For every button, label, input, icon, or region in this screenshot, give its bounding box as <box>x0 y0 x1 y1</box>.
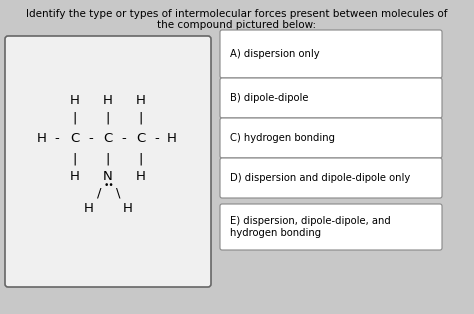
Text: -: - <box>89 133 93 145</box>
Text: |: | <box>73 153 77 165</box>
Text: ••: •• <box>104 181 114 190</box>
Text: D) dispersion and dipole-dipole only: D) dispersion and dipole-dipole only <box>230 173 410 183</box>
Text: H: H <box>70 95 80 107</box>
Text: -: - <box>55 133 59 145</box>
Text: |: | <box>139 153 143 165</box>
Text: -: - <box>155 133 159 145</box>
Text: E) dispersion, dipole-dipole, and
hydrogen bonding: E) dispersion, dipole-dipole, and hydrog… <box>230 216 391 238</box>
Text: A) dispersion only: A) dispersion only <box>230 49 319 59</box>
Text: |: | <box>106 153 110 165</box>
Text: -: - <box>122 133 127 145</box>
Text: |: | <box>73 111 77 124</box>
Text: H: H <box>103 95 113 107</box>
Text: \: \ <box>116 187 120 199</box>
Text: the compound pictured below:: the compound pictured below: <box>157 20 317 30</box>
Text: C: C <box>103 133 113 145</box>
Text: |: | <box>106 111 110 124</box>
Text: H: H <box>37 133 47 145</box>
FancyBboxPatch shape <box>220 158 442 198</box>
FancyBboxPatch shape <box>220 30 442 78</box>
Text: H: H <box>136 95 146 107</box>
Text: H: H <box>123 203 133 215</box>
Text: H: H <box>84 203 94 215</box>
Text: C: C <box>70 133 80 145</box>
Text: H: H <box>70 171 80 183</box>
Text: |: | <box>139 111 143 124</box>
FancyBboxPatch shape <box>5 36 211 287</box>
FancyBboxPatch shape <box>220 204 442 250</box>
FancyBboxPatch shape <box>220 78 442 118</box>
Text: N: N <box>103 171 113 183</box>
Text: /: / <box>97 187 101 199</box>
Text: H: H <box>167 133 177 145</box>
Text: C: C <box>137 133 146 145</box>
Text: Identify the type or types of intermolecular forces present between molecules of: Identify the type or types of intermolec… <box>26 9 448 19</box>
Text: H: H <box>136 171 146 183</box>
FancyBboxPatch shape <box>220 118 442 158</box>
Text: B) dipole-dipole: B) dipole-dipole <box>230 93 309 103</box>
Text: C) hydrogen bonding: C) hydrogen bonding <box>230 133 335 143</box>
